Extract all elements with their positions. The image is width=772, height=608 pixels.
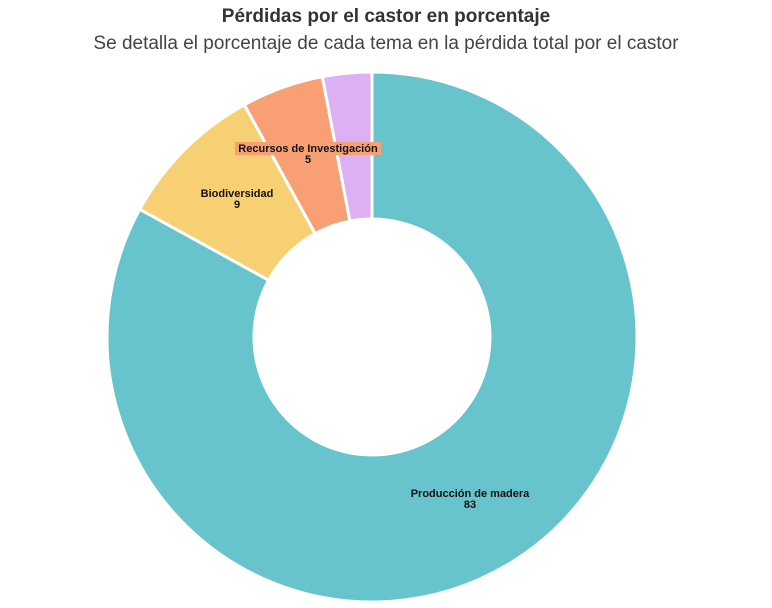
slice-label-value: 5 xyxy=(305,154,311,166)
pie-slice-0[interactable] xyxy=(105,70,639,604)
slice-label-value: 9 xyxy=(234,199,240,211)
slice-label-name: Producción de madera xyxy=(411,488,530,500)
chart-subtitle: Se detalla el porcentaje de cada tema en… xyxy=(93,33,679,54)
slice-label-name: Recursos de Investigación xyxy=(238,143,378,155)
slice-label-highlight xyxy=(235,142,381,155)
slice-label-value: 83 xyxy=(464,499,476,511)
chart-title: Pérdidas por el castor en porcentaje xyxy=(221,6,551,27)
slice-label-name: Biodiversidad xyxy=(201,188,274,200)
